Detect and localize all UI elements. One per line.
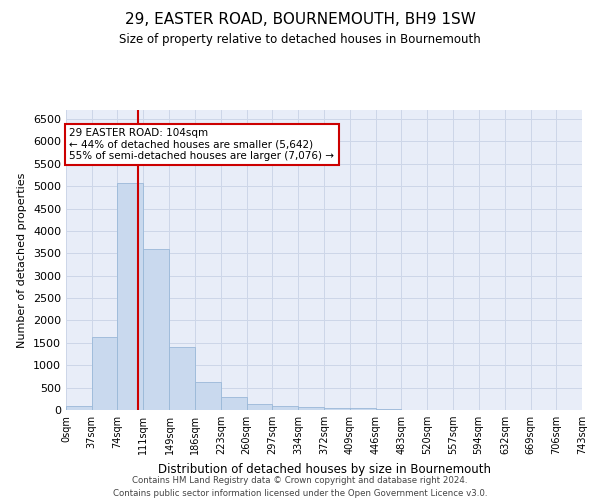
Bar (272, 406, 298, 410)
Bar (298, 408, 323, 410)
X-axis label: Distribution of detached houses by size in Bournemouth: Distribution of detached houses by size … (157, 462, 491, 475)
Bar (221, 396, 247, 410)
Bar (118, 182, 143, 410)
Bar (195, 382, 221, 410)
Bar (350, 408, 376, 410)
Text: Size of property relative to detached houses in Bournemouth: Size of property relative to detached ho… (119, 32, 481, 46)
Text: 29 EASTER ROAD: 104sqm
← 44% of detached houses are smaller (5,642)
55% of semi-: 29 EASTER ROAD: 104sqm ← 44% of detached… (70, 128, 334, 161)
Bar (325, 408, 350, 410)
Text: Contains HM Land Registry data © Crown copyright and database right 2024.: Contains HM Land Registry data © Crown c… (132, 476, 468, 485)
Bar (66, 406, 92, 410)
Bar (247, 404, 272, 410)
Bar (92, 336, 118, 410)
Bar (376, 409, 401, 410)
Bar (169, 347, 195, 410)
Text: Contains public sector information licensed under the Open Government Licence v3: Contains public sector information licen… (113, 489, 487, 498)
Text: 29, EASTER ROAD, BOURNEMOUTH, BH9 1SW: 29, EASTER ROAD, BOURNEMOUTH, BH9 1SW (125, 12, 475, 28)
Bar (143, 249, 169, 410)
Y-axis label: Number of detached properties: Number of detached properties (17, 172, 28, 348)
